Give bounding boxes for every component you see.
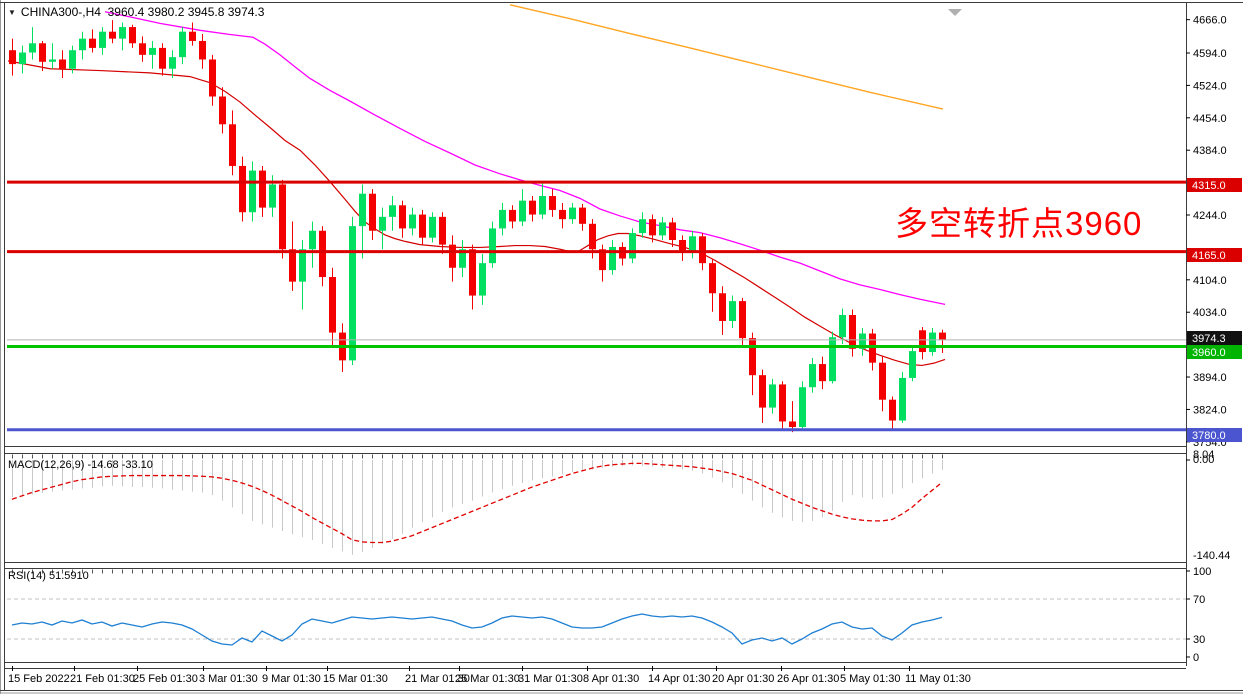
- price-tick-label: 4384.0: [1193, 145, 1227, 157]
- date-label: 15 Mar 01:30: [323, 673, 388, 685]
- date-label: 20 Apr 01:30: [712, 673, 774, 685]
- date-label: 5 May 01:30: [840, 673, 901, 685]
- rsi-axis-label: 30: [1193, 634, 1205, 646]
- ohlc-values: 3960.4 3980.2 3945.8 3974.3: [107, 5, 265, 19]
- date-label: 15 Feb 2022: [8, 673, 70, 685]
- price-tag-3780.0: [1187, 428, 1242, 442]
- price-tag-label: 3780.0: [1192, 430, 1226, 442]
- scroll-end-icon[interactable]: [948, 9, 962, 16]
- macd-panel[interactable]: [12, 460, 943, 555]
- ma-slow-line: [104, 11, 946, 305]
- macd-axis-min-label: -140.44: [1193, 550, 1230, 562]
- rsi-axis-label: 100: [1193, 566, 1211, 578]
- price-tag-label: 3960.0: [1192, 347, 1226, 359]
- price-tag-4315.0: [1187, 178, 1242, 192]
- symbol-period-label: CHINA300-,H4: [20, 5, 101, 19]
- chart-title: ▼ CHINA300-,H4 3960.4 3980.2 3945.8 3974.…: [8, 5, 264, 19]
- price-tag-3974.3: [1187, 331, 1242, 345]
- price-tick-label: 4524.0: [1193, 80, 1227, 92]
- price-tick-label: 4594.0: [1193, 48, 1227, 60]
- price-tag-4165.0: [1187, 248, 1242, 262]
- price-tick-label: 4454.0: [1193, 113, 1227, 125]
- date-label: 25 Feb 01:30: [133, 673, 198, 685]
- price-tag-label: 4165.0: [1192, 250, 1226, 262]
- macd-axis-max-label: 8.04: [1193, 449, 1214, 461]
- price-tag-3960.0: [1187, 345, 1242, 359]
- date-label: 3 Mar 01:30: [199, 673, 258, 685]
- price-tick-label: 3824.0: [1193, 404, 1227, 416]
- macd-indicator-label: MACD(12,26,9) -14.68 -33.10: [8, 459, 153, 471]
- date-label: 14 Apr 01:30: [648, 673, 710, 685]
- price-tag-label: 4315.0: [1192, 180, 1226, 192]
- annotation-text: 多空转折点3960: [895, 205, 1143, 242]
- date-label: 26 Apr 01:30: [777, 673, 839, 685]
- macd-axis-zero-label: 0.00: [1193, 454, 1214, 466]
- rsi-axis-label: 70: [1193, 594, 1205, 606]
- date-label: 8 Apr 01:30: [583, 673, 639, 685]
- date-label: 9 Mar 01:30: [262, 673, 321, 685]
- trendline-orange: [509, 4, 944, 110]
- date-label: 31 Mar 01:30: [518, 673, 583, 685]
- date-label: 21 Mar 01:30: [405, 673, 470, 685]
- price-tick-label: 4104.0: [1193, 275, 1227, 287]
- date-label: 11 May 01:30: [905, 673, 971, 685]
- symbol-dropdown-icon[interactable]: ▼: [8, 8, 16, 17]
- rsi-axis-label: 0: [1193, 652, 1199, 664]
- price-tick-label: 4666.0: [1193, 15, 1227, 27]
- date-label: 25 Mar 01:30: [455, 673, 520, 685]
- price-tag-label: 3974.3: [1192, 333, 1226, 345]
- rsi-line: [11, 613, 943, 646]
- price-tick-label: 4034.0: [1193, 307, 1227, 319]
- price-tick-label: 4244.0: [1193, 210, 1227, 222]
- rsi-indicator-label: RSI(14) 51.5910: [8, 570, 89, 582]
- macd-signal-line: [11, 462, 943, 544]
- ma-fast-line: [7, 60, 946, 367]
- date-label: 21 Feb 01:30: [70, 673, 135, 685]
- price-tick-label: 3894.0: [1193, 372, 1227, 384]
- candles-layer: [9, 20, 946, 433]
